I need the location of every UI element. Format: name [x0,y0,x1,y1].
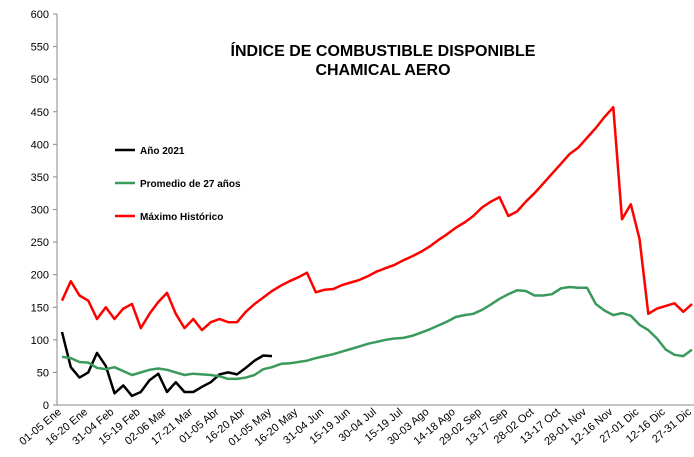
y-tick-label: 400 [31,139,49,151]
y-tick-label: 200 [31,270,49,282]
y-tick-label: 0 [43,400,49,412]
chart-title: CHAMICAL AERO [315,62,450,79]
chart-title: ÍNDICE DE COMBUSTIBLE DISPONIBLE [231,41,536,60]
y-tick-label: 250 [31,237,49,249]
series-line [60,331,273,398]
y-tick-label: 150 [31,302,49,314]
legend-label: Promedio de 27 años [140,179,241,190]
y-tick-label: 550 [31,42,49,54]
y-tick-label: 300 [31,205,49,217]
y-tick-label: 50 [37,367,49,379]
series-line [60,105,693,332]
series-line [61,285,693,381]
y-tick-label: 100 [31,335,49,347]
legend-label: Máximo Histórico [140,212,223,223]
y-tick-label: 450 [31,107,49,119]
y-tick-label: 500 [31,74,49,86]
legend-label: Año 2021 [140,146,185,157]
y-tick-label: 600 [31,9,49,21]
y-tick-label: 350 [31,172,49,184]
